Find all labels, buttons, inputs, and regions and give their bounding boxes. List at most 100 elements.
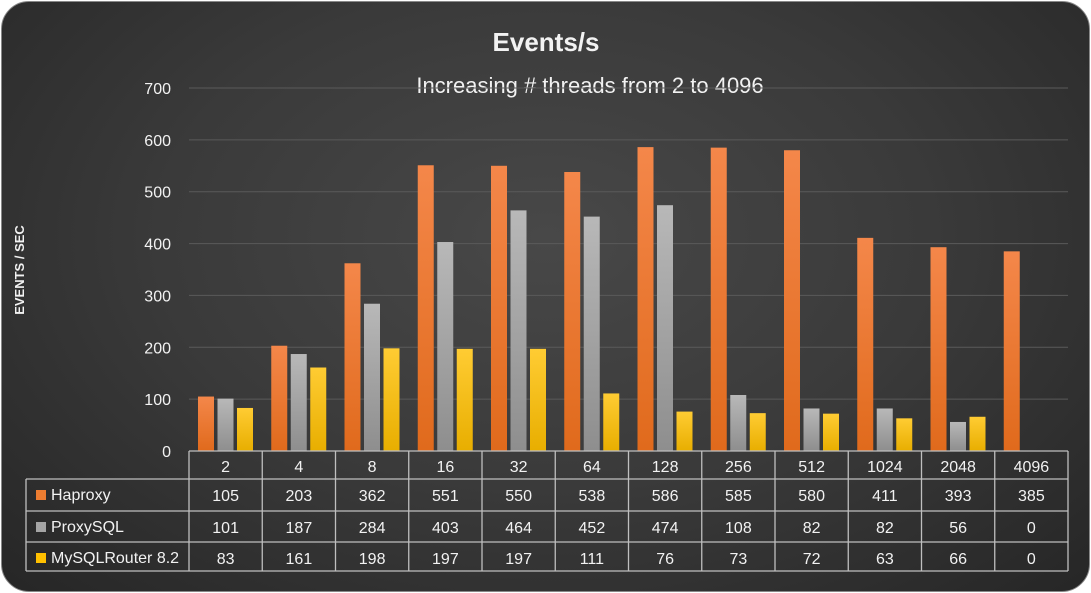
table-value: 464 xyxy=(505,520,532,537)
bar-proxysql-1024 xyxy=(876,408,893,451)
bar-proxysql-8 xyxy=(364,303,380,451)
table-value: 580 xyxy=(798,488,825,505)
table-value: 76 xyxy=(656,551,674,568)
table-value: 198 xyxy=(359,551,386,568)
table-value: 63 xyxy=(876,551,894,568)
table-value: 550 xyxy=(505,488,532,505)
table-value: 585 xyxy=(725,488,752,505)
chart-subtitle: Increasing # threads from 2 to 4096 xyxy=(416,73,763,98)
bar-mysqlrouter-8-2-4 xyxy=(310,367,327,451)
legend-label: MySQLRouter 8.2 xyxy=(51,550,179,567)
bar-mysqlrouter-8-2-32 xyxy=(530,348,546,451)
table-value: 83 xyxy=(217,551,235,568)
y-axis-label: EVENTS / SEC xyxy=(12,225,27,315)
x-category-label: 128 xyxy=(652,459,679,476)
bar-haproxy-32 xyxy=(491,165,507,452)
bar-mysqlrouter-8-2-512 xyxy=(823,413,839,451)
table-value: 197 xyxy=(432,551,459,568)
bar-haproxy-2 xyxy=(198,396,214,451)
bar-proxysql-256 xyxy=(730,394,747,451)
table-value: 474 xyxy=(652,520,679,537)
bar-haproxy-2048 xyxy=(930,247,947,451)
y-tick-label: 600 xyxy=(144,133,171,150)
table-value: 187 xyxy=(286,520,313,537)
bar-proxysql-32 xyxy=(510,210,527,451)
bar-mysqlrouter-8-2-64 xyxy=(603,393,620,451)
bar-haproxy-64 xyxy=(564,172,581,451)
y-tick-label: 700 xyxy=(144,81,171,98)
legend-label: ProxySQL xyxy=(51,519,124,536)
table-value: 203 xyxy=(286,488,313,505)
table-value: 111 xyxy=(580,551,604,568)
y-tick-label: 0 xyxy=(162,444,171,461)
bar-mysqlrouter-8-2-8 xyxy=(383,348,400,451)
bar-proxysql-64 xyxy=(583,216,600,451)
bar-proxysql-16 xyxy=(437,242,454,451)
table-value: 551 xyxy=(432,488,459,505)
bar-mysqlrouter-8-2-2048 xyxy=(969,416,986,451)
table-value: 73 xyxy=(729,551,747,568)
bar-proxysql-128 xyxy=(657,205,673,451)
table-value: 538 xyxy=(579,488,606,505)
bar-haproxy-16 xyxy=(417,165,434,451)
legend-swatch xyxy=(36,553,46,563)
x-category-label: 2 xyxy=(221,459,230,476)
x-category-label: 64 xyxy=(583,459,601,476)
x-category-label: 1024 xyxy=(867,459,903,476)
table-value: 197 xyxy=(505,551,532,568)
table-value: 284 xyxy=(359,520,386,537)
legend-label: Haproxy xyxy=(51,487,111,504)
bar-mysqlrouter-8-2-256 xyxy=(749,413,766,451)
bar-haproxy-256 xyxy=(710,147,727,451)
table-value: 66 xyxy=(949,551,967,568)
table-value: 56 xyxy=(949,520,967,537)
table-value: 385 xyxy=(1018,488,1045,505)
x-category-label: 4 xyxy=(294,459,303,476)
bar-mysqlrouter-8-2-1024 xyxy=(896,418,913,451)
bar-haproxy-4096 xyxy=(1003,251,1020,451)
x-category-label: 2048 xyxy=(940,459,976,476)
x-category-label: 256 xyxy=(725,459,752,476)
x-category-label: 16 xyxy=(436,459,454,476)
table-value: 452 xyxy=(579,520,606,537)
bar-haproxy-4 xyxy=(271,345,288,451)
bar-proxysql-2048 xyxy=(950,421,966,451)
table-value: 82 xyxy=(803,520,821,537)
bar-mysqlrouter-8-2-128 xyxy=(676,411,693,451)
bar-proxysql-512 xyxy=(803,408,820,451)
legend-swatch xyxy=(36,522,46,532)
x-category-label: 32 xyxy=(510,459,528,476)
y-tick-label: 200 xyxy=(144,340,171,357)
table-value: 0 xyxy=(1027,551,1036,568)
bar-proxysql-4 xyxy=(290,354,307,451)
table-value: 403 xyxy=(432,520,459,537)
table-value: 82 xyxy=(876,520,894,537)
table-value: 72 xyxy=(803,551,821,568)
bar-haproxy-1024 xyxy=(857,237,874,451)
bar-haproxy-8 xyxy=(344,263,361,451)
bar-haproxy-128 xyxy=(637,147,654,452)
table-value: 161 xyxy=(286,551,313,568)
table-value: 586 xyxy=(652,488,679,505)
legend-swatch xyxy=(36,490,46,500)
table-value: 105 xyxy=(212,488,239,505)
table-value: 0 xyxy=(1027,520,1036,537)
chart-title: Events/s xyxy=(493,27,600,57)
table-value: 101 xyxy=(212,520,239,537)
y-tick-label: 500 xyxy=(144,185,171,202)
bar-mysqlrouter-8-2-2 xyxy=(237,407,253,451)
table-value: 411 xyxy=(872,488,898,505)
x-category-label: 8 xyxy=(368,459,377,476)
y-tick-label: 400 xyxy=(144,237,171,254)
bar-mysqlrouter-8-2-16 xyxy=(456,348,473,451)
table-value: 108 xyxy=(725,520,752,537)
table-value: 362 xyxy=(359,488,386,505)
x-category-label: 512 xyxy=(798,459,825,476)
bar-haproxy-512 xyxy=(784,150,800,451)
x-category-label: 4096 xyxy=(1014,459,1050,476)
y-tick-label: 100 xyxy=(144,392,171,409)
table-value: 393 xyxy=(945,488,972,505)
y-tick-label: 300 xyxy=(144,288,171,305)
